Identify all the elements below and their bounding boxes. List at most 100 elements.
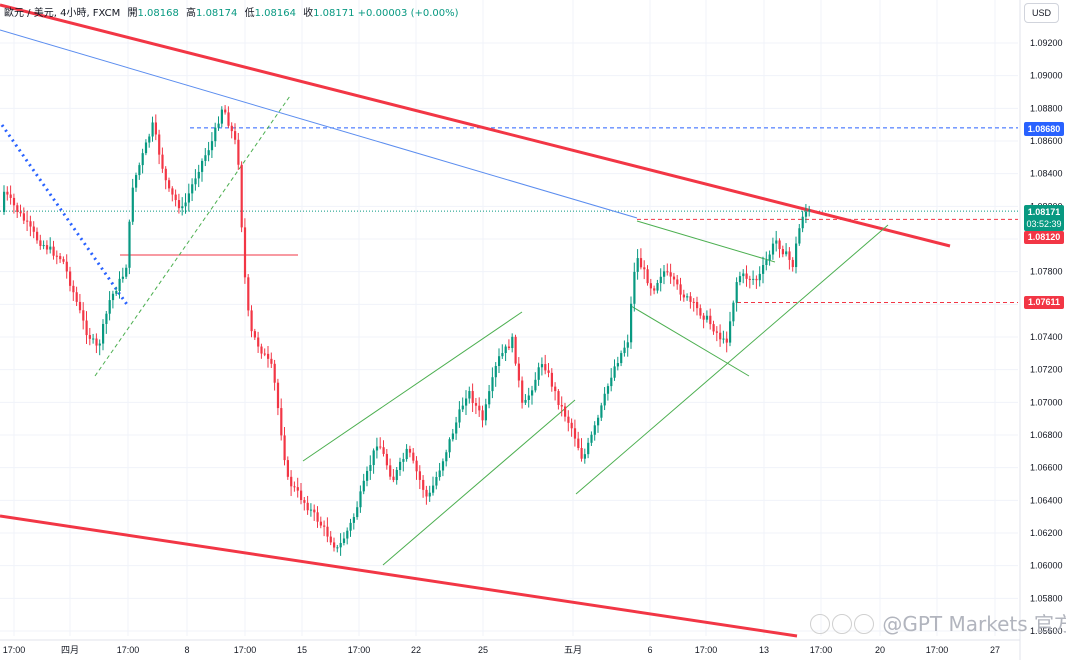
candle-body — [682, 294, 685, 298]
time-tick-label: 27 — [990, 645, 1000, 655]
candle-body — [630, 303, 633, 343]
candle-body — [468, 391, 471, 399]
candle-body — [98, 343, 101, 346]
candle-body — [577, 438, 580, 448]
candle-body — [785, 251, 788, 255]
candle-body — [168, 180, 171, 189]
candle-body — [573, 428, 577, 439]
candle-body — [210, 141, 214, 151]
candle-body — [415, 460, 418, 472]
candle-body — [422, 479, 425, 490]
candle-body — [600, 405, 603, 418]
candle-body — [290, 476, 293, 487]
candle-body — [131, 187, 134, 222]
candle-body — [620, 353, 623, 364]
candle-body — [379, 446, 382, 448]
candle-body — [52, 246, 55, 256]
low-label: 低 — [244, 8, 255, 19]
candle-body — [715, 331, 718, 333]
candle-body — [217, 123, 220, 128]
candle-body — [161, 154, 164, 169]
candle-body — [765, 260, 768, 266]
close-value: 1.08171 — [313, 8, 355, 19]
close-label: 收 — [303, 8, 314, 19]
candle-body — [135, 175, 138, 188]
candle-body — [471, 391, 474, 404]
candle-body — [372, 450, 375, 466]
candle-body — [613, 366, 616, 378]
candle-body — [455, 422, 458, 434]
candle-body — [75, 292, 78, 302]
candle-body — [138, 165, 141, 176]
price-tick-label: 1.09200 — [1030, 38, 1063, 48]
price-tick-label: 1.05800 — [1030, 593, 1063, 603]
candle-body — [26, 220, 29, 222]
high-value: 1.08174 — [196, 8, 238, 19]
candle-body — [270, 358, 273, 364]
candle-body — [481, 410, 484, 421]
candle-body — [633, 271, 636, 304]
candle-body — [666, 271, 669, 273]
candle-body — [177, 200, 181, 209]
candle-body — [408, 448, 412, 453]
candle-body — [610, 377, 613, 387]
candle-body — [92, 338, 95, 340]
candle-body — [243, 227, 247, 278]
candle-body — [676, 279, 679, 285]
candle-body — [158, 134, 161, 155]
candle-body — [204, 155, 207, 161]
time-tick-label: 17:00 — [234, 645, 257, 655]
candle-body — [303, 500, 306, 503]
candle-body — [719, 332, 722, 340]
candle-body — [118, 278, 121, 291]
candle-body — [55, 255, 58, 257]
price-tag-red-upper: 1.08120 — [1024, 231, 1064, 244]
candle-body — [626, 342, 629, 348]
candle-body — [465, 398, 468, 406]
currency-button[interactable]: USD — [1024, 3, 1059, 23]
candle-body — [197, 171, 200, 179]
candle-body — [412, 452, 415, 461]
open-label: 開 — [127, 8, 138, 19]
price-tick-label: 1.06600 — [1030, 463, 1063, 473]
price-tick-label: 1.09000 — [1030, 71, 1063, 81]
time-tick-label: 13 — [759, 645, 769, 655]
candle-body — [501, 353, 504, 357]
candle-body — [19, 211, 22, 214]
candle-body — [237, 139, 240, 165]
candle-body — [712, 324, 715, 332]
candle-body — [672, 276, 676, 280]
open-value: 1.08168 — [137, 8, 179, 19]
candle-body — [95, 338, 98, 346]
candle-body — [527, 395, 530, 400]
watermark-logo-icon — [832, 613, 852, 634]
candle-body — [385, 453, 388, 466]
candle-body — [544, 364, 547, 371]
candle-body — [669, 272, 672, 277]
candle-body — [309, 509, 313, 511]
candle-body — [164, 168, 167, 181]
candle-body — [141, 153, 144, 166]
price-tick-label: 1.05600 — [1030, 626, 1063, 636]
candle-body — [395, 469, 398, 481]
candle-body — [534, 379, 537, 391]
candle-body — [362, 480, 365, 492]
candle-body — [616, 363, 619, 367]
watermark-text: @GPT Markets 官方 — [882, 612, 1066, 636]
candle-body — [758, 273, 761, 281]
candle-body — [484, 404, 487, 421]
candle-body — [128, 221, 131, 268]
candle-body — [491, 377, 494, 392]
trendline-lower-red — [0, 514, 798, 638]
candle-body — [306, 502, 309, 511]
candle-body — [745, 273, 748, 279]
last-price-value: 1.08171 — [1027, 207, 1061, 217]
candle-body — [709, 315, 712, 325]
candle-body — [458, 409, 461, 423]
candle-body — [722, 338, 725, 340]
candle-body — [12, 197, 16, 206]
trendlines — [0, 3, 1018, 638]
candle-body — [593, 425, 596, 435]
candle-body — [795, 243, 798, 268]
